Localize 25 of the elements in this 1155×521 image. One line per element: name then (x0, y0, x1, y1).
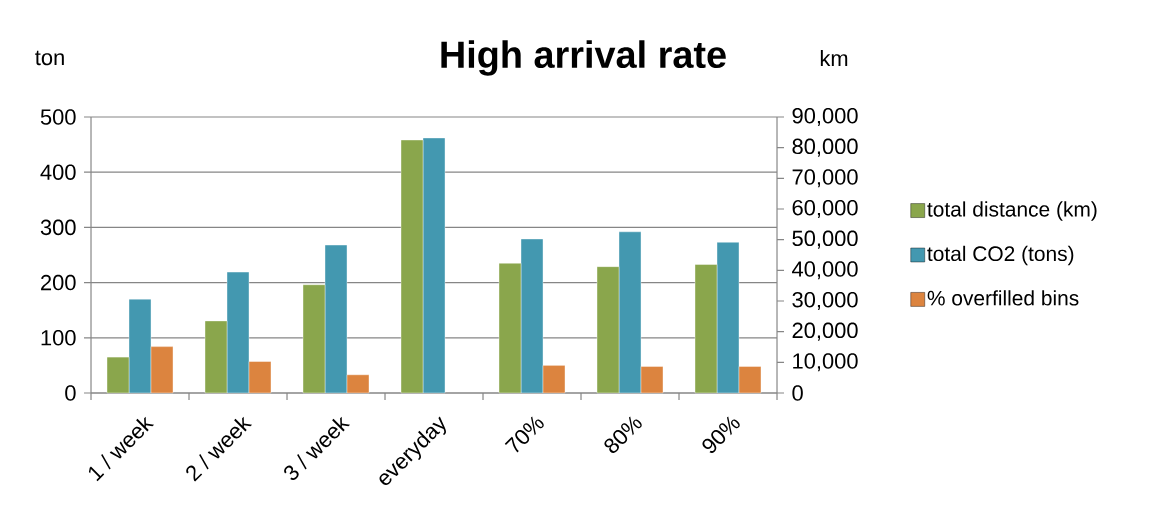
y-axis-title: ton (35, 50, 64, 66)
x-tick-label: 70% (504, 416, 544, 453)
legend-label: total distance (km) (927, 201, 1097, 221)
y2-tick-label: 90,000 (792, 107, 858, 127)
y2-tick-label: 30,000 (792, 291, 858, 311)
y2-axis-title: km (820, 50, 848, 66)
y2-tick-label: 70,000 (792, 169, 858, 188)
legend-label: % overfilled bins (927, 290, 1079, 306)
y2-tick-label: 10,000 (793, 353, 858, 372)
y2-tick-label: 60,000 (792, 199, 858, 219)
y2-tick-label: 40,000 (792, 261, 858, 280)
y2-tick-label: 80,000 (792, 138, 858, 157)
y-tick-label: 500 (40, 109, 76, 125)
x-tick-label: 90% (702, 416, 740, 453)
y2-tick-label: 20,000 (792, 322, 858, 341)
y-tick-label: 200 (41, 274, 76, 291)
y-tick-label: 0 (65, 385, 76, 401)
y2-tick-label: 0 (792, 385, 803, 401)
y-tick-label: 300 (40, 219, 76, 236)
y-tick-label: 100 (41, 330, 76, 346)
chart-title: High arrival rate (441, 40, 726, 76)
y-tick-label: 400 (40, 164, 76, 180)
y2-tick-label: 50,000 (792, 230, 858, 249)
legend-label: total CO2 (tons) (927, 245, 1074, 266)
x-tick-label: 80% (604, 416, 642, 453)
